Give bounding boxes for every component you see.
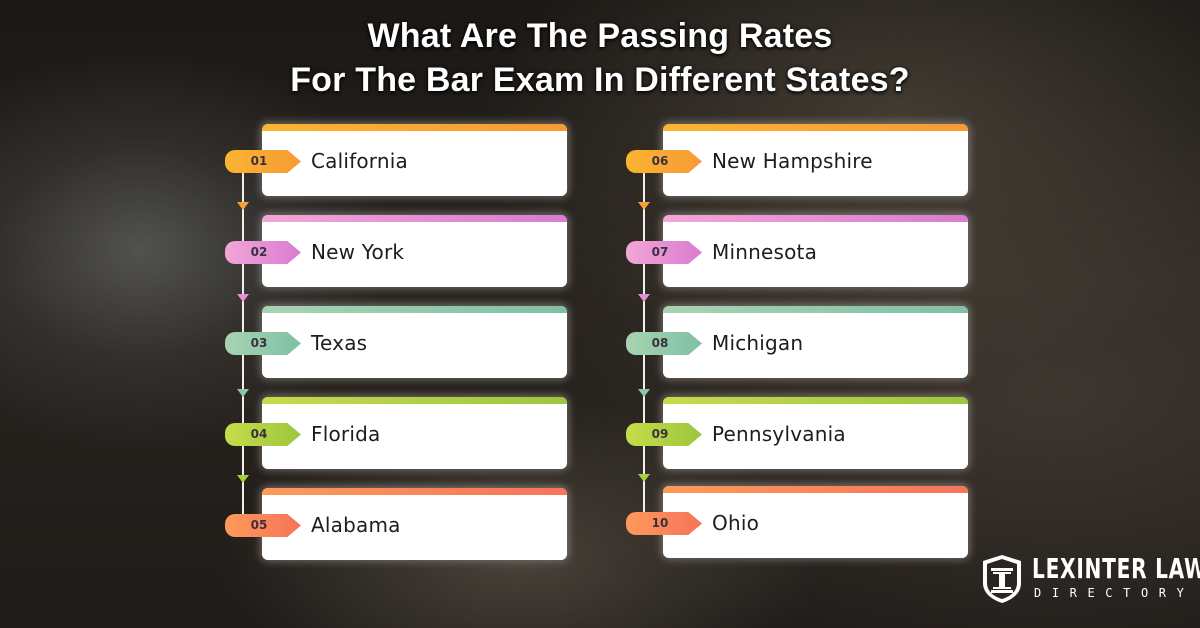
state-card: Minnesota: [663, 215, 968, 287]
brand-subtitle: DIRECTORY: [1034, 586, 1195, 600]
state-card: New Hampshire: [663, 124, 968, 196]
number-badge: 08: [626, 332, 702, 355]
state-card: Alabama: [262, 488, 567, 560]
state-card: Michigan: [663, 306, 968, 378]
list-item: New Hampshire 06: [626, 124, 968, 210]
number-badge: 03: [225, 332, 301, 355]
card-accent-bar: [663, 215, 968, 222]
card-accent-bar: [663, 124, 968, 131]
state-card: Ohio: [663, 486, 968, 558]
list-item: Pennsylvania 09: [626, 397, 968, 482]
arrow-down-icon: [237, 202, 249, 210]
number-badge: 06: [626, 150, 702, 173]
list-item: Alabama 05: [225, 488, 567, 562]
card-accent-bar: [663, 306, 968, 313]
arrow-down-icon: [237, 294, 249, 302]
card-accent-bar: [663, 397, 968, 404]
card-accent-bar: [262, 306, 567, 313]
state-name: Michigan: [712, 331, 804, 355]
list-item: New York 02: [225, 215, 567, 302]
state-name: New York: [311, 240, 405, 264]
list-item: Minnesota 07: [626, 215, 968, 302]
state-name: California: [311, 149, 408, 173]
card-accent-bar: [262, 215, 567, 222]
arrow-down-icon: [638, 202, 650, 210]
state-card: Florida: [262, 397, 567, 469]
list-item: Texas 03: [225, 306, 567, 397]
number-badge: 07: [626, 241, 702, 264]
state-name: Ohio: [712, 511, 760, 535]
number-badge: 04: [225, 423, 301, 446]
list-item: Florida 04: [225, 397, 567, 483]
state-name: Minnesota: [712, 240, 818, 264]
column-shield-icon: [983, 555, 1021, 603]
brand-name: LEXINTER LAW: [1032, 552, 1200, 585]
card-accent-bar: [262, 124, 567, 131]
title-line-1: What Are The Passing Rates: [367, 17, 833, 55]
arrow-down-icon: [638, 474, 650, 482]
list-item: California 01: [225, 124, 567, 210]
number-badge: 01: [225, 150, 301, 173]
title-line-2: For The Bar Exam In Different States?: [290, 61, 910, 99]
state-card: California: [262, 124, 567, 196]
number-badge: 10: [626, 512, 702, 535]
card-accent-bar: [262, 397, 567, 404]
state-name: Alabama: [311, 513, 401, 537]
state-card: New York: [262, 215, 567, 287]
state-name: New Hampshire: [712, 149, 873, 173]
state-name: Florida: [311, 422, 381, 446]
state-name: Texas: [311, 331, 368, 355]
arrow-down-icon: [237, 389, 249, 397]
state-card: Pennsylvania: [663, 397, 968, 469]
page-title: What Are The Passing Rates For The Bar E…: [0, 14, 1200, 102]
number-badge: 02: [225, 241, 301, 264]
list-item: Michigan 08: [626, 306, 968, 397]
state-name: Pennsylvania: [712, 422, 846, 446]
number-badge: 05: [225, 514, 301, 537]
state-card: Texas: [262, 306, 567, 378]
brand-logo: LEXINTER LAW DIRECTORY: [980, 553, 1200, 605]
arrow-down-icon: [237, 475, 249, 483]
number-badge: 09: [626, 423, 702, 446]
list-item: Ohio 10: [626, 486, 968, 560]
card-accent-bar: [663, 486, 968, 493]
arrow-down-icon: [638, 294, 650, 302]
card-accent-bar: [262, 488, 567, 495]
arrow-down-icon: [638, 389, 650, 397]
